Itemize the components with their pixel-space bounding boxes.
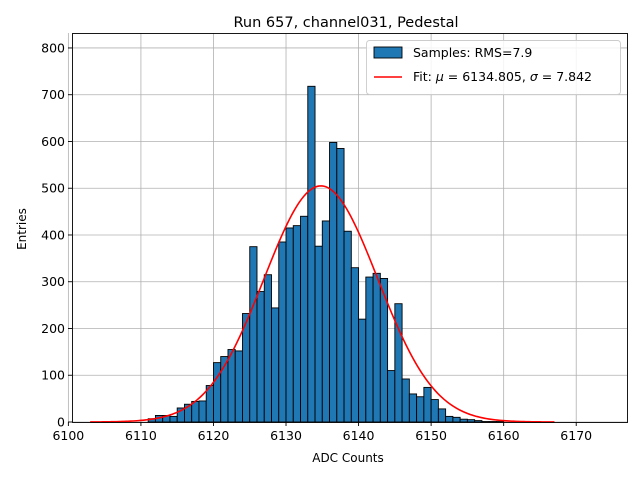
legend-samples-label: Samples: RMS=7.9: [413, 45, 532, 60]
legend-fit-sigma-value: 7.842: [556, 69, 592, 84]
histogram-bar: [292, 225, 301, 423]
y-axis-label: Entries: [15, 208, 29, 250]
y-axis-ticks: 0 100 200 300 400 500 600 700 800: [41, 40, 72, 430]
histogram-bars: [147, 85, 505, 423]
histogram-bar: [300, 215, 309, 423]
histogram-bar: [285, 227, 294, 423]
y-tick-label: 400: [41, 227, 65, 242]
x-tick-label: 6170: [560, 428, 592, 443]
histogram-bar: [169, 415, 178, 423]
x-tick-label: 6110: [125, 428, 157, 443]
histogram-bar: [307, 85, 316, 423]
histogram-bar: [365, 276, 374, 423]
histogram-bar: [358, 318, 367, 423]
histogram-bar: [474, 420, 483, 423]
y-tick-label: 100: [41, 368, 65, 383]
histogram-bar: [452, 416, 461, 423]
legend-samples-swatch: [373, 46, 403, 59]
x-tick-label: 6120: [198, 428, 230, 443]
histogram-bar: [234, 350, 243, 423]
histogram-bar: [314, 245, 323, 423]
y-tick-label: 500: [41, 181, 65, 196]
legend-fit-sigma-symbol: σ: [530, 69, 539, 84]
histogram-bar: [394, 303, 403, 423]
histogram-bar: [278, 241, 287, 423]
histogram-bar: [401, 378, 410, 423]
histogram-bar: [321, 220, 330, 423]
histogram-bar: [387, 370, 396, 423]
gaussian-fit-curve: [90, 185, 555, 423]
histogram-bar: [459, 418, 468, 423]
x-axis-ticks: 6100 6110 6120 6130 6140 6150 6160 6170: [52, 422, 592, 443]
histogram-bar: [263, 274, 272, 423]
legend-fit-mu-value: 6134.805: [462, 69, 522, 84]
histogram-bar: [329, 141, 338, 423]
legend-fit-prefix: Fit:: [413, 69, 436, 84]
legend-fit-mu-symbol: μ: [435, 69, 444, 84]
histogram-bar: [256, 291, 265, 423]
histogram-bar: [372, 272, 381, 423]
legend: Samples: RMS=7.9 Fit: μ = 6134.805, σ = …: [366, 40, 621, 95]
histogram-bar: [416, 396, 425, 423]
x-tick-label: 6160: [488, 428, 520, 443]
legend-frame: [366, 40, 621, 95]
legend-fit-label: Fit: μ = 6134.805, σ = 7.842: [413, 69, 592, 84]
histogram-bar: [466, 419, 476, 423]
axes-frame: [72, 33, 628, 423]
y-tick-label: 800: [41, 40, 65, 55]
histogram-bar: [336, 148, 345, 423]
y-tick-label: 300: [41, 274, 65, 289]
histogram-bar: [249, 246, 258, 423]
histogram-bar: [430, 399, 439, 423]
y-tick-label: 0: [57, 415, 65, 430]
x-tick-label: 6100: [52, 428, 84, 443]
y-tick-label: 700: [41, 87, 65, 102]
chart-title: Run 657, channel031, Pedestal: [233, 15, 458, 31]
histogram-bar: [379, 278, 389, 423]
x-axis-label: ADC Counts: [312, 451, 384, 465]
histogram-bar: [408, 393, 418, 423]
histogram-bar: [213, 362, 222, 423]
x-tick-label: 6150: [415, 428, 447, 443]
histogram-bar: [350, 267, 360, 423]
y-tick-label: 600: [41, 134, 65, 149]
histogram-bar: [191, 400, 200, 423]
histogram-bar: [423, 386, 432, 423]
histogram-bar: [227, 349, 236, 423]
histogram-bar: [198, 400, 207, 423]
x-tick-label: 6130: [270, 428, 302, 443]
y-tick-label: 200: [41, 321, 65, 336]
histogram-bar: [445, 415, 454, 423]
x-tick-label: 6140: [343, 428, 375, 443]
histogram-bar: [437, 408, 447, 423]
histogram-bar: [343, 230, 352, 423]
histogram-bar: [271, 307, 280, 423]
